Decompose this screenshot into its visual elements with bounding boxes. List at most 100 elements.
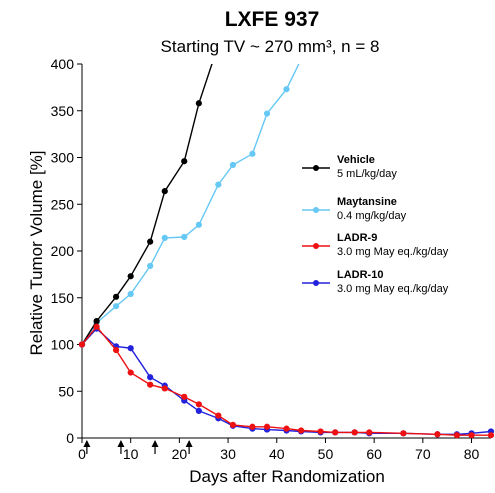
data-point-maytansine: [112, 303, 120, 310]
series-vehicle: [78, 64, 213, 348]
y-tick-label: 50: [58, 383, 74, 399]
y-tick-label: 0: [66, 430, 74, 446]
data-point-ladr-9: [215, 412, 222, 419]
legend-label: Vehicle: [337, 154, 375, 166]
y-tick-label: 250: [51, 196, 75, 212]
legend-dose: 3.0 mg May eq./kg/day: [337, 283, 449, 295]
data-point-maytansine: [249, 150, 256, 157]
data-point-maytansine: [263, 110, 271, 117]
chart-title: LXFE 937: [225, 8, 320, 31]
data-point-ladr-9: [351, 429, 358, 436]
legend-entry-ladr-10: LADR-10 3.0 mg May eq./kg/day: [302, 269, 449, 295]
x-tick-label: 70: [415, 446, 431, 462]
plot-area: 0 50 100 150 200 250 300 350 400 0 10 20 30 40 50 60 70 8…: [51, 56, 495, 462]
dosing-arrow-head: [83, 440, 91, 447]
legend-swatch-marker: [313, 165, 319, 171]
y-tick-label: 300: [51, 150, 75, 166]
data-point-ladr-9: [195, 401, 202, 408]
data-point-ladr-9: [317, 428, 324, 435]
series-line-ladr-10: [81, 327, 492, 435]
data-point-ladr-9: [453, 432, 461, 439]
data-point-maytansine: [283, 86, 290, 93]
x-tick-label: 30: [220, 446, 236, 462]
legend-swatch-marker: [313, 280, 319, 286]
y-tick-label: 150: [51, 290, 75, 306]
data-point-maytansine: [161, 234, 168, 242]
legend-swatch-marker: [313, 207, 319, 213]
x-tick-label: 40: [269, 446, 285, 462]
data-point-vehicle: [195, 100, 202, 107]
data-point-ladr-9: [161, 385, 168, 392]
y-axis-label: Relative Tumor Volume [%]: [27, 150, 46, 355]
legend-swatch-marker: [313, 243, 319, 249]
dosing-arrow: [185, 440, 193, 454]
dosing-arrow: [83, 440, 91, 454]
data-point-vehicle: [93, 318, 100, 325]
data-point-vehicle: [112, 293, 120, 300]
series-ladr-9: [78, 323, 495, 439]
legend-entry-maytansine: Maytansine 0.4 mg/kg/day: [302, 196, 407, 222]
y-tick-label: 100: [51, 337, 75, 353]
data-point-maytansine: [229, 161, 237, 169]
series-maytansine: [78, 64, 300, 348]
series-line-ladr-9: [81, 325, 491, 436]
data-point-ladr-9: [78, 341, 86, 348]
data-point-ladr-10: [127, 345, 134, 352]
data-point-ladr-9: [249, 423, 256, 430]
dosing-arrow: [117, 440, 125, 454]
data-point-ladr-9: [147, 381, 154, 388]
x-tick-label: 0: [78, 446, 86, 462]
legend-dose: 0.4 mg/kg/day: [337, 210, 407, 222]
data-point-ladr-9: [127, 369, 134, 376]
x-axis-label: Days after Randomization: [189, 467, 385, 486]
series-line-vehicle: [81, 64, 213, 345]
data-point-ladr-9: [112, 347, 120, 354]
series-line-maytansine: [81, 64, 300, 345]
legend-entry-vehicle: Vehicle 5 mL/kg/day: [302, 154, 397, 180]
legend-label: LADR-10: [337, 269, 383, 281]
data-point-ladr-9: [332, 429, 339, 436]
legend-label: LADR-9: [337, 232, 377, 244]
dosing-arrow-head: [185, 440, 193, 447]
chart-subtitle: Starting TV ~ 270 mm³, n = 8: [161, 37, 380, 56]
data-point-vehicle: [127, 273, 134, 280]
data-point-ladr-9: [263, 423, 271, 430]
legend-entry-ladr-9: LADR-9 3.0 mg May eq./kg/day: [302, 232, 449, 258]
x-tick-label: 80: [464, 446, 480, 462]
y-tick-label: 200: [51, 243, 75, 259]
data-point-maytansine: [147, 262, 154, 270]
legend: Vehicle 5 mL/kg/day Maytansine 0.4 mg/kg/da…: [302, 154, 449, 295]
data-point-ladr-9: [298, 427, 305, 434]
data-point-ladr-10: [147, 374, 154, 381]
legend-dose: 5 mL/kg/day: [337, 168, 397, 180]
legend-label: Maytansine: [337, 196, 397, 208]
dosing-arrow: [151, 440, 159, 454]
dosing-arrow-head: [117, 440, 125, 447]
data-point-ladr-9: [487, 432, 495, 439]
x-tick-label: 20: [172, 446, 188, 462]
series-ladr-10: [78, 325, 495, 438]
data-point-ladr-9: [283, 425, 290, 432]
x-tick-label: 50: [318, 446, 334, 462]
data-point-ladr-9: [181, 393, 188, 400]
legend-dose: 3.0 mg May eq./kg/day: [337, 246, 449, 258]
data-point-ladr-9: [400, 430, 407, 437]
data-point-vehicle: [161, 188, 168, 195]
data-point-maytansine: [181, 233, 188, 241]
data-point-vehicle: [147, 238, 154, 245]
x-tick-label: 60: [366, 446, 382, 462]
data-point-ladr-9: [229, 421, 237, 429]
y-tick-label: 350: [51, 103, 75, 119]
data-point-ladr-9: [434, 431, 441, 438]
dosing-arrow-head: [151, 440, 159, 447]
y-tick-label: 400: [51, 56, 75, 72]
data-point-vehicle: [181, 158, 188, 165]
data-point-ladr-9: [93, 323, 100, 330]
data-point-maytansine: [127, 290, 134, 298]
data-point-maytansine: [195, 221, 202, 228]
data-point-ladr-9: [468, 432, 475, 439]
x-tick-label: 10: [123, 446, 139, 462]
data-point-maytansine: [215, 181, 222, 188]
data-point-ladr-10: [195, 407, 202, 414]
